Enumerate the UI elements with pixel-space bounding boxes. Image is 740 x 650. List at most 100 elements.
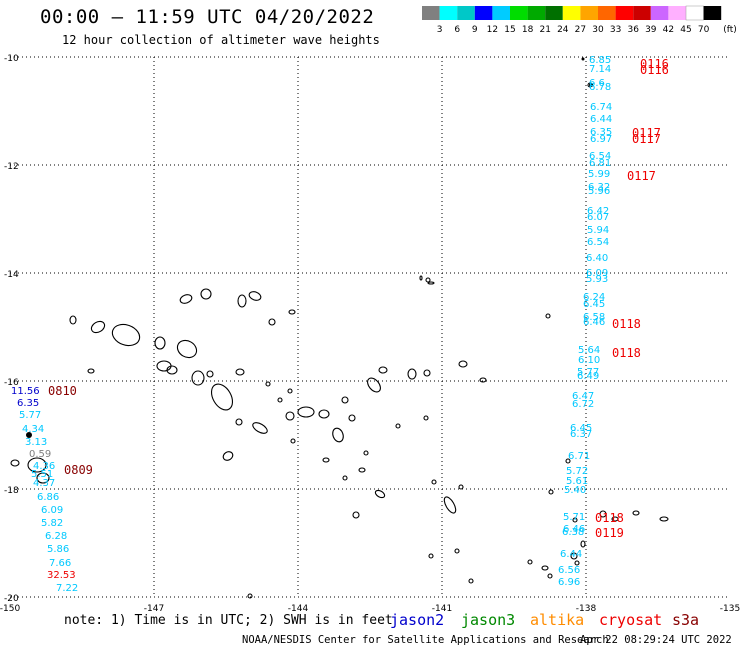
island-outline [427,281,435,285]
wave-height-value: 6.46 [583,317,605,328]
island-outline [69,315,77,325]
wave-height-value: 5.61 [566,476,588,487]
pass-time-label: 0119 [595,526,624,540]
color-scale-swatch [474,6,493,20]
island-outline [545,313,551,319]
island-outline [468,578,474,584]
island-outline [36,472,50,484]
island-outline [265,381,271,387]
wave-height-value: 6.28 [45,531,67,542]
legend-jason2: jason2 [390,611,445,629]
pass-time-label: 0810 [48,384,77,398]
wave-height-value: 6.35 [17,398,39,409]
pass-time-label: 0118 [595,511,624,525]
legend-cryosat: cryosat [599,611,663,629]
wave-height-value: 7.14 [589,64,611,75]
island-outline [572,517,578,523]
island-outline [87,368,95,374]
wave-height-value: 6.46 [563,524,585,535]
island-outline [352,511,360,519]
wave-height-value: 6.10 [578,355,600,366]
wave-height-value: 7.22 [56,583,78,594]
island-outline [277,397,283,403]
wave-height-value: 6.86 [37,492,59,503]
wave-height-value: 6.96 [558,577,580,588]
color-scale-swatch [580,6,598,20]
color-scale-tick: 70 [698,25,710,35]
color-scale-swatch [439,6,458,20]
island-outline [425,277,431,283]
island-outline [268,318,276,326]
island-outline [322,457,330,463]
island-marker [581,57,585,61]
color-scale-tick: 39 [645,25,657,35]
page-subtitle: 12 hour collection of altimeter wave hei… [62,33,380,47]
island-outline [407,368,417,380]
legend-s3a: s3a [672,611,700,629]
island-outline [527,559,533,565]
footer-note: note: 1) Time is in UTC; 2) SWH is in fe… [64,613,393,628]
island-outline [431,479,437,485]
island-outline [247,593,253,599]
wave-height-value: 6.71 [568,451,590,462]
color-scale-tick: 30 [592,25,604,35]
island-outline [423,369,431,377]
wave-height-value: 5.99 [588,169,610,180]
island-outline [156,360,172,372]
pass-time-label: 0116 [640,63,669,77]
wave-height-value: 6.56 [558,565,580,576]
wave-height-value: 5.64 [578,345,600,356]
x-tick-label: -141 [432,604,452,614]
y-tick-label: -10 [4,54,19,64]
island-outline [285,411,295,421]
island-outline [599,510,607,518]
wave-height-value: 5.93 [586,274,608,285]
pass-time-label: 0118 [612,346,641,360]
y-tick-label: -16 [4,378,19,388]
island-marker [589,83,593,87]
wave-height-value: 6.49 [577,371,599,382]
color-scale-swatch [545,6,563,20]
color-scale-swatch [510,6,528,20]
legend-altika: altika [530,611,585,629]
wave-height-value: 6.47 [572,391,594,402]
color-scale-tick: 18 [522,25,534,35]
wave-height-value: 6.72 [572,399,594,410]
island-outline [342,475,348,481]
color-scale-tick: 45 [680,25,691,35]
island-outline [179,294,193,304]
color-scale-tick: 21 [539,25,550,35]
island-outline [111,323,141,347]
island-outline [363,450,369,456]
x-tick-label: -147 [144,604,164,614]
pass-time-label: 0117 [627,169,656,183]
wave-height-value: 6.54 [587,237,609,248]
legend-jason3: jason3 [461,611,516,629]
island-outline [548,489,554,495]
wave-height-value: 6.44 [590,114,612,125]
wave-height-value: 4.34 [22,424,44,435]
island-outline [248,291,262,301]
color-scale-swatch [457,6,475,20]
island-outline [166,365,178,375]
wave-height-value: 6.32 [588,182,610,193]
island-outline [611,516,619,522]
footer-credit: NOAA/NESDIS Center for Satellite Applica… [242,634,609,646]
y-tick-label: -18 [4,486,19,496]
island-outline [237,294,247,308]
color-scale-tick: 6 [454,25,460,35]
wave-height-value: 5.40 [564,485,586,496]
island-outline [378,366,388,374]
footer-timestamp: Apr 22 08:29:24 UTC 2022 [580,634,732,646]
pass-time-label: 0118 [612,317,641,331]
wave-height-value: 5.77 [19,410,41,421]
wave-height-value: 6.24 [583,292,605,303]
island-outline [200,288,212,300]
island-outline [458,484,464,490]
wave-height-value: 6.37 [570,429,592,440]
y-tick-label: -12 [4,162,19,172]
wave-height-value: 6.09 [586,268,608,279]
wave-height-value: 5.72 [566,466,588,477]
island-outline [632,510,640,516]
